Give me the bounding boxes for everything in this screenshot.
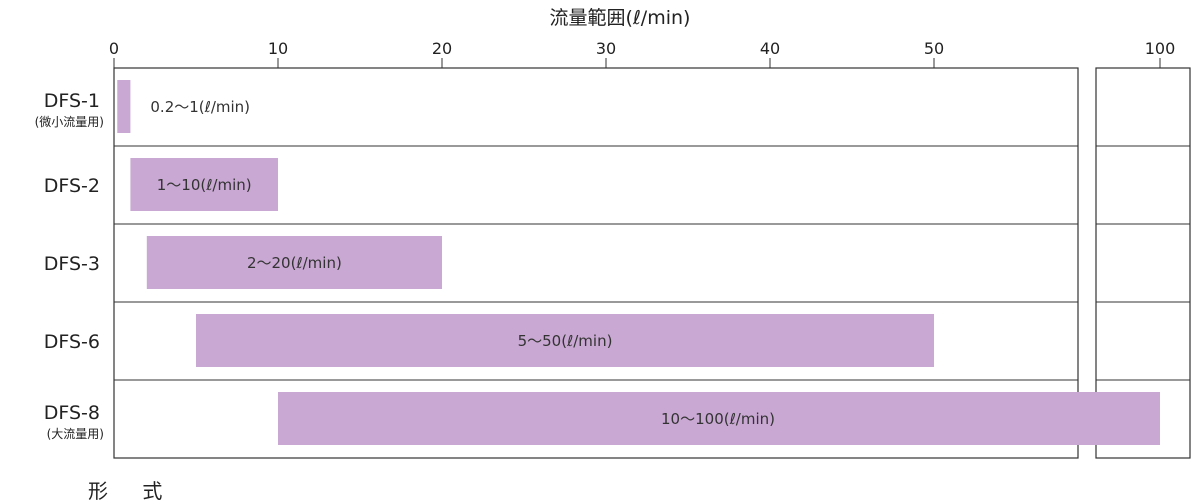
row-dfs-2: DFS-2 1〜10(ℓ/min): [44, 158, 278, 211]
axis-ticks: 0 10 20 30 40 50 100: [109, 39, 1175, 68]
tick-label: 40: [760, 39, 780, 58]
chart-frames: [113, 67, 1191, 459]
tick-label: 50: [924, 39, 944, 58]
range-bar: [117, 80, 131, 133]
tick-label: 30: [596, 39, 616, 58]
row-axis-label: 形 式: [88, 479, 176, 503]
chart-title: 流量範囲(ℓ/min): [550, 7, 691, 29]
row-dfs-6: DFS-6 5〜50(ℓ/min): [44, 314, 934, 367]
row-subtitle: (微小流量用): [35, 115, 104, 129]
row-name: DFS-2: [44, 175, 100, 197]
tick-label: 100: [1145, 39, 1176, 58]
row-name: DFS-1: [44, 90, 100, 112]
tick-label: 20: [432, 39, 452, 58]
row-dfs-3: DFS-3 2〜20(ℓ/min): [44, 236, 443, 289]
row-dfs-1: DFS-1 (微小流量用) 0.2〜1(ℓ/min): [35, 80, 250, 133]
tick-label: 0: [109, 39, 119, 58]
range-bar: [196, 314, 934, 367]
bar-label: 10〜100(ℓ/min): [661, 410, 775, 428]
break-panel-frame: [1095, 67, 1191, 459]
row-subtitle: (大流量用): [47, 427, 104, 441]
row-name: DFS-6: [44, 331, 100, 353]
main-panel-frame: [113, 67, 1079, 459]
row-dfs-8: DFS-8 (大流量用) 10〜100(ℓ/min): [44, 392, 1160, 445]
range-bar: [146, 236, 443, 289]
tick-label: 10: [268, 39, 288, 58]
chart-rows: DFS-1 (微小流量用) 0.2〜1(ℓ/min) DFS-2 1〜10(ℓ/min)…: [35, 80, 1160, 445]
row-name: DFS-3: [44, 253, 100, 275]
bar-label: 1〜10(ℓ/min): [157, 176, 252, 194]
bar-label: 2〜20(ℓ/min): [247, 254, 342, 272]
range-bar: [278, 392, 1160, 445]
bar-label: 5〜50(ℓ/min): [518, 332, 613, 350]
range-bar: [130, 158, 278, 211]
bar-label: 0.2〜1(ℓ/min): [150, 98, 250, 116]
row-name: DFS-8: [44, 402, 100, 424]
